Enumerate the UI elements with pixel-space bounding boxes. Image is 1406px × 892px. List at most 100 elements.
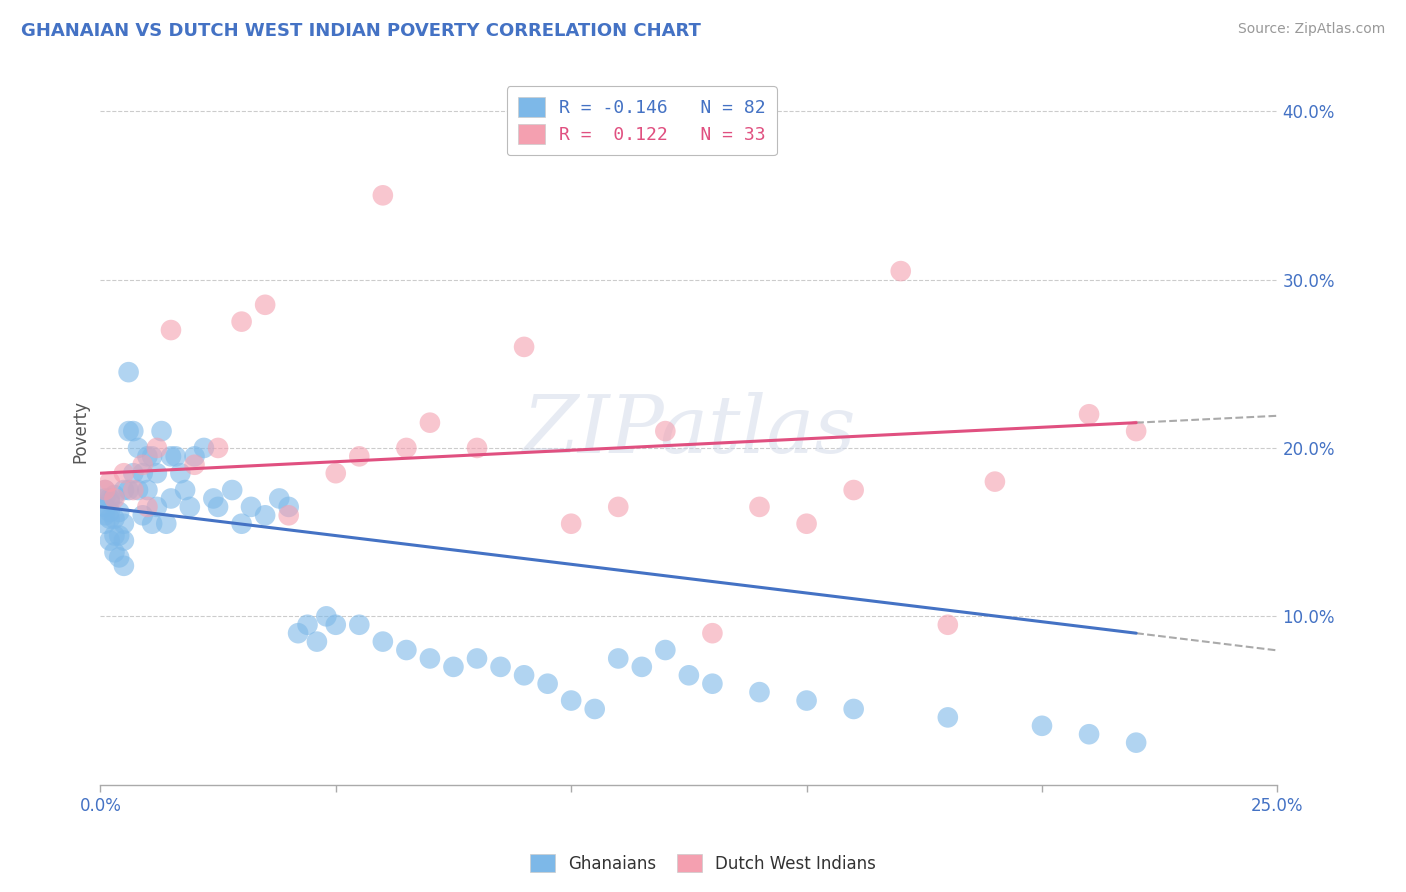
Point <box>349 450 371 464</box>
Point <box>193 441 215 455</box>
Point <box>221 483 243 497</box>
Legend: Ghanaians, Dutch West Indians: Ghanaians, Dutch West Indians <box>523 847 883 880</box>
Point <box>371 634 394 648</box>
Point <box>1125 424 1147 438</box>
Point <box>112 483 135 497</box>
Point <box>98 495 121 509</box>
Point <box>160 491 183 506</box>
Point <box>325 617 347 632</box>
Point <box>165 450 187 464</box>
Point <box>94 500 117 514</box>
Point <box>207 441 229 455</box>
Point <box>112 516 135 531</box>
Point <box>141 516 163 531</box>
Point <box>297 617 319 632</box>
Point <box>183 458 205 472</box>
Point <box>94 483 117 497</box>
Point <box>702 626 724 640</box>
Point <box>160 323 183 337</box>
Point <box>287 626 309 640</box>
Point <box>1125 736 1147 750</box>
Point <box>419 651 441 665</box>
Point <box>117 365 139 379</box>
Point <box>513 668 536 682</box>
Point <box>136 483 159 497</box>
Point <box>108 528 131 542</box>
Point <box>443 660 465 674</box>
Point <box>112 466 135 480</box>
Point <box>583 702 606 716</box>
Point <box>305 634 328 648</box>
Point <box>560 693 582 707</box>
Point <box>654 643 676 657</box>
Text: GHANAIAN VS DUTCH WEST INDIAN POVERTY CORRELATION CHART: GHANAIAN VS DUTCH WEST INDIAN POVERTY CO… <box>21 22 702 40</box>
Point <box>127 483 149 497</box>
Point <box>98 533 121 548</box>
Point <box>117 483 139 497</box>
Point <box>207 500 229 514</box>
Point <box>136 450 159 464</box>
Point <box>94 483 117 497</box>
Point <box>748 685 770 699</box>
Point <box>1078 727 1101 741</box>
Point <box>702 676 724 690</box>
Point <box>489 660 512 674</box>
Point <box>94 516 117 531</box>
Point <box>254 298 277 312</box>
Point <box>136 500 159 514</box>
Point <box>890 264 912 278</box>
Point <box>103 511 125 525</box>
Point <box>231 516 253 531</box>
Point <box>842 483 865 497</box>
Point <box>179 500 201 514</box>
Point <box>395 441 418 455</box>
Point <box>122 483 145 497</box>
Point <box>103 528 125 542</box>
Point <box>98 475 121 489</box>
Text: ZIPatlas: ZIPatlas <box>522 392 856 470</box>
Point <box>936 617 959 632</box>
Point <box>607 500 630 514</box>
Point <box>240 500 263 514</box>
Point <box>146 441 169 455</box>
Point <box>132 508 155 523</box>
Point <box>94 491 117 506</box>
Point <box>132 466 155 480</box>
Point <box>146 466 169 480</box>
Point <box>94 508 117 523</box>
Y-axis label: Poverty: Poverty <box>72 400 89 463</box>
Legend: R = -0.146   N = 82, R =  0.122   N = 33: R = -0.146 N = 82, R = 0.122 N = 33 <box>508 87 776 155</box>
Point <box>141 450 163 464</box>
Point <box>395 643 418 657</box>
Point <box>103 488 125 502</box>
Point <box>117 424 139 438</box>
Point <box>349 617 371 632</box>
Point <box>98 505 121 519</box>
Point <box>465 441 488 455</box>
Point <box>108 505 131 519</box>
Point <box>269 491 291 506</box>
Point <box>1078 407 1101 421</box>
Point <box>98 511 121 525</box>
Point <box>122 466 145 480</box>
Point <box>231 315 253 329</box>
Point <box>419 416 441 430</box>
Point <box>98 491 121 506</box>
Point <box>103 545 125 559</box>
Point <box>202 491 225 506</box>
Point <box>1031 719 1053 733</box>
Point <box>654 424 676 438</box>
Point <box>560 516 582 531</box>
Point <box>607 651 630 665</box>
Point <box>678 668 700 682</box>
Point <box>169 466 191 480</box>
Point <box>936 710 959 724</box>
Point <box>984 475 1007 489</box>
Point <box>146 500 169 514</box>
Point <box>112 558 135 573</box>
Point <box>371 188 394 202</box>
Point <box>277 500 299 514</box>
Point <box>796 693 818 707</box>
Point <box>183 450 205 464</box>
Text: Source: ZipAtlas.com: Source: ZipAtlas.com <box>1237 22 1385 37</box>
